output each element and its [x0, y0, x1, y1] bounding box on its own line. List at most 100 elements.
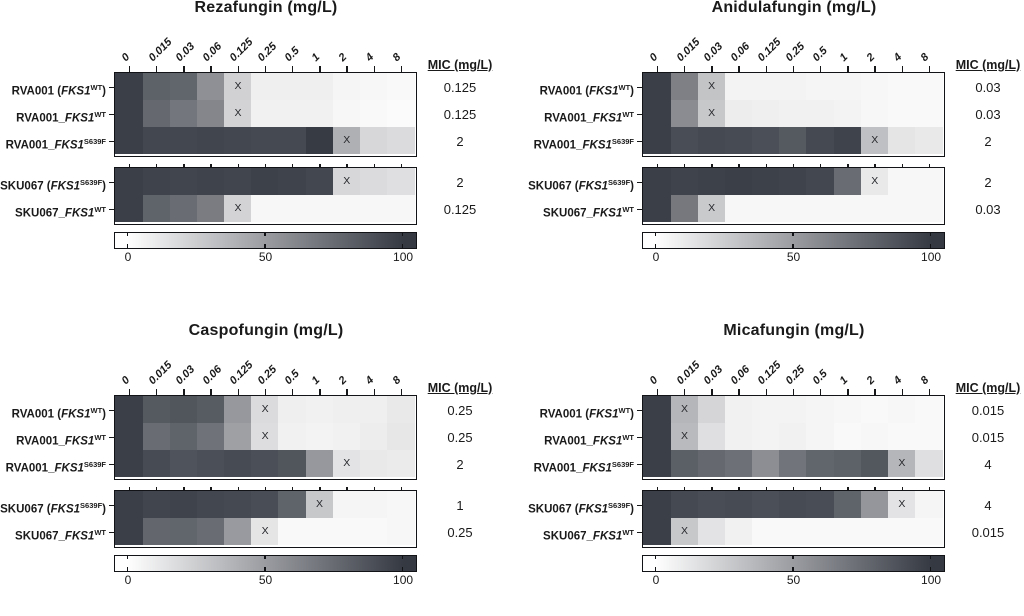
y-axis-tick [636, 504, 643, 507]
heatmap-cell [196, 195, 225, 223]
x-axis-tick-label: 0.03 [173, 40, 198, 64]
row-label-part: RVA001 ( [539, 408, 590, 420]
heatmap-cell [860, 450, 889, 478]
row-label-part: ) [630, 503, 634, 515]
colorbar-tick [792, 567, 794, 571]
x-axis-tick-label: 2 [864, 374, 878, 387]
heatmap-cell [169, 100, 198, 128]
y-axis-tick [108, 208, 115, 211]
colorbar-tick-label: 50 [258, 573, 273, 587]
heatmap-cell [142, 396, 171, 424]
x-axis-tick [847, 487, 849, 491]
mic-value: 2 [456, 456, 464, 472]
x-axis-tick [901, 164, 903, 168]
x-axis-tick [128, 487, 131, 491]
heatmap-cell [115, 127, 144, 155]
x-axis-tick-label: 0.5 [810, 367, 830, 387]
mic-value: 0.015 [971, 402, 1005, 418]
row-label-part: S639F [608, 177, 631, 187]
row-label-part: ) [102, 503, 106, 515]
x-axis-tick [400, 66, 403, 73]
x-axis-tick [819, 487, 822, 491]
heatmap-cell [196, 168, 225, 196]
heatmap-cell [278, 518, 307, 546]
heatmap-cell [278, 73, 307, 101]
heatmap-cell: X [224, 73, 252, 101]
mic-x-mark: X [898, 457, 906, 470]
y-axis-tick [636, 140, 643, 143]
row-label-part: FKS1 [61, 408, 91, 420]
heatmap-cell [115, 423, 144, 451]
mic-value: 2 [456, 174, 464, 190]
heatmap-cell [387, 100, 415, 128]
y-axis-tick [636, 531, 643, 534]
heatmap-cell [169, 127, 198, 155]
heatmap-cell [142, 423, 171, 451]
x-axis-tick-label: 8 [918, 374, 932, 387]
heatmap-cell [196, 518, 225, 546]
row-label-part: S639F [611, 136, 634, 146]
x-axis-tick [765, 66, 767, 73]
heatmap-cell [278, 396, 307, 424]
heatmap-cell [305, 396, 334, 424]
heatmap-cell [360, 100, 388, 128]
heatmap-cell [169, 450, 198, 478]
row-label: RVA001_FKS1WT [524, 430, 634, 448]
x-axis-tick-label: 8 [918, 51, 932, 64]
row-label: RVA001 (FKS1WT) [0, 80, 106, 98]
x-axis-tick [684, 164, 686, 168]
heatmap-cell [697, 423, 726, 451]
heatmap-cell [888, 100, 916, 128]
row-label-part: S639F [80, 177, 103, 187]
x-axis-tick [684, 66, 686, 73]
mic-value: 0.125 [443, 201, 477, 217]
colorbar-tick-label: 0 [652, 573, 660, 587]
colorbar-tick-label: 0 [124, 573, 132, 587]
x-axis-tick-label: 0.06 [200, 40, 225, 64]
row-label: RVA001_FKS1S639F [0, 457, 106, 475]
mic-value: 2 [456, 133, 464, 149]
heatmap-cell [724, 491, 753, 519]
heatmap-cell [697, 127, 726, 155]
mic-x-mark: X [898, 498, 906, 511]
row-label-part: ) [630, 408, 634, 420]
heatmap-cell [888, 195, 916, 223]
row-label-part: FKS1 [578, 503, 609, 515]
x-axis-tick [156, 66, 158, 73]
colorbar-tick [126, 555, 129, 559]
heatmap-cell [196, 423, 225, 451]
heatmap-cell: X [251, 518, 280, 546]
x-axis-tick [874, 66, 876, 73]
heatmap-cell [779, 518, 808, 546]
heatmap-cell: X [670, 423, 699, 451]
x-axis-tick [765, 487, 767, 491]
heatmap-cell [387, 127, 415, 155]
mic-value: 0.015 [971, 429, 1005, 445]
heatmap-cell: X [697, 73, 726, 101]
row-label-part: RVA001 ( [11, 85, 62, 97]
row-label: SKU067_FKS1WT [524, 525, 634, 543]
heatmap-cell [779, 73, 808, 101]
heatmap-cell [224, 423, 252, 451]
heatmap-cell: X [251, 423, 280, 451]
heatmap-cell [251, 450, 280, 478]
row-label-part: SKU067_ [543, 207, 593, 219]
y-axis-tick [108, 436, 115, 439]
heatmap-cell [697, 518, 726, 546]
x-axis-tick [400, 164, 403, 168]
heatmap-cell [860, 195, 889, 223]
heatmap-cell [806, 73, 835, 101]
mic-value: 0.03 [975, 79, 1001, 95]
heatmap-cell: X [670, 396, 699, 424]
heatmap-cell [115, 73, 144, 101]
heatmap-cell [387, 396, 415, 424]
row-label-part: FKS1 [50, 503, 81, 515]
heatmap-cell [115, 450, 144, 478]
mic-x-mark: X [261, 430, 269, 443]
mic-value: 4 [984, 497, 992, 513]
y-axis-tick [108, 531, 115, 534]
x-axis-tick [183, 389, 185, 396]
row-label-part: SKU067 ( [0, 503, 51, 515]
x-axis-tick [847, 389, 849, 396]
